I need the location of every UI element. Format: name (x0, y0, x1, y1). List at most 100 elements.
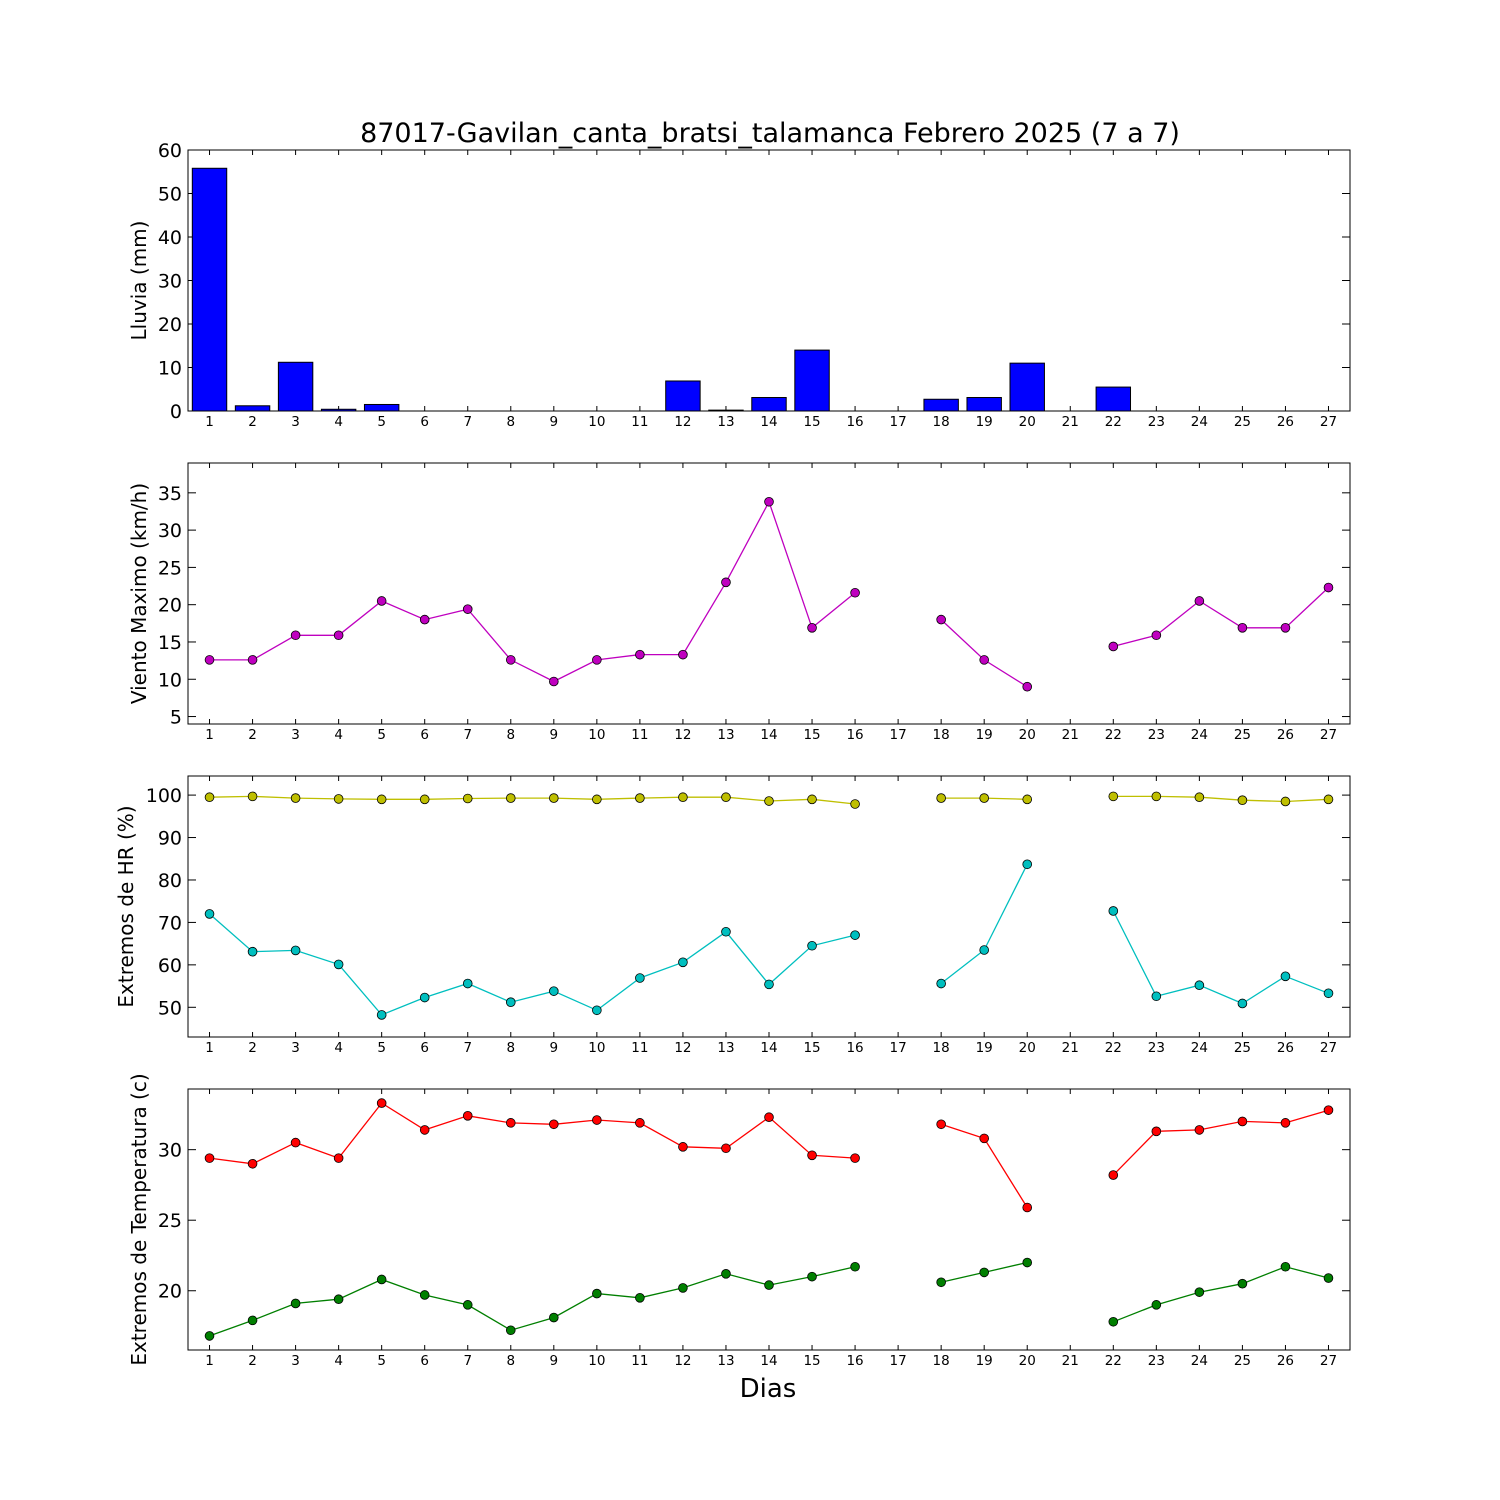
series-1-point-day-9 (549, 793, 559, 803)
series-2-point-day-6 (419, 1290, 430, 1300)
x-tick-label: 8 (506, 1040, 515, 1056)
series-1-point-day-5 (376, 596, 387, 606)
series-1-point-day-11 (635, 1118, 645, 1128)
series-2-point-day-20 (1022, 859, 1033, 870)
series-2-point-day-1 (204, 909, 215, 919)
series-1-point-day-8 (505, 793, 516, 803)
series-2-point-day-11 (635, 973, 645, 983)
series-1-point-day-23 (1151, 791, 1162, 802)
x-tick-label: 24 (1191, 414, 1208, 430)
x-tick-label: 9 (550, 727, 559, 743)
x-tick-label: 14 (760, 1353, 777, 1369)
series-1-point-day-14 (764, 796, 774, 806)
y-tick-label: 10 (158, 669, 182, 691)
y-tick-label: 90 (158, 828, 182, 850)
x-tick-label: 20 (1019, 727, 1036, 743)
series-1-point-day-5 (376, 794, 387, 805)
rain-bar-day-22 (1095, 386, 1132, 412)
series-2-point-day-27 (1323, 988, 1334, 999)
series-1-point-day-19 (979, 655, 989, 665)
series-2-point-day-18 (936, 1277, 946, 1288)
x-tick-label: 7 (463, 414, 472, 430)
y-axis-label: Viento Maximo (km/h) (127, 483, 151, 704)
series-2-point-day-6 (419, 992, 430, 1003)
series-1-point-day-13 (721, 577, 731, 588)
x-tick-label: 6 (420, 1353, 429, 1369)
series-1-point-day-9 (549, 676, 559, 687)
rain-bar-day-18 (923, 398, 959, 412)
x-tick-label: 24 (1191, 1353, 1208, 1369)
series-2-point-day-2 (247, 946, 258, 957)
series-2-point-day-25 (1237, 1278, 1248, 1289)
x-tick-label: 26 (1277, 1353, 1294, 1369)
x-tick-label: 23 (1148, 414, 1165, 430)
y-tick-label: 20 (158, 1281, 182, 1303)
x-tick-label: 1 (205, 414, 214, 430)
rain-bar-day-14 (751, 397, 787, 412)
series-1-point-day-10 (592, 655, 602, 665)
series-1-point-day-15 (807, 623, 817, 633)
x-tick-label: 11 (631, 727, 648, 743)
x-tick-label: 13 (717, 1353, 734, 1369)
x-tick-label: 1 (205, 1040, 214, 1056)
series-2-line-segment-1 (209, 1266, 856, 1337)
x-tick-label: 19 (976, 414, 993, 430)
series-1-point-day-22 (1108, 1170, 1119, 1180)
x-tick-label: 22 (1105, 1040, 1122, 1056)
series-2-point-day-5 (376, 1010, 387, 1020)
x-tick-label: 6 (420, 1040, 429, 1056)
series-1-point-day-5 (376, 1098, 387, 1108)
series-2-line-segment-3 (1113, 1266, 1329, 1323)
rain-bar-day-20 (1009, 362, 1045, 412)
series-2-point-day-11 (635, 1293, 645, 1303)
series-1-point-day-4 (333, 630, 344, 641)
series-1-point-day-14 (764, 1112, 774, 1123)
series-1-point-day-4 (333, 1153, 344, 1163)
series-2-point-day-24 (1194, 980, 1205, 991)
x-tick-label: 14 (760, 1040, 777, 1056)
series-1-point-day-10 (592, 794, 602, 805)
series-2-line-segment-1 (209, 913, 856, 1016)
series-2-point-day-4 (333, 959, 344, 970)
series-1-line-segment-1 (209, 500, 856, 683)
x-tick-label: 24 (1191, 1040, 1208, 1056)
x-tick-label: 21 (1062, 1040, 1079, 1056)
y-tick-label: 60 (158, 140, 182, 162)
series-1-point-day-18 (936, 1119, 946, 1130)
series-2-point-day-3 (290, 945, 301, 956)
y-tick-label: 25 (158, 557, 182, 579)
series-2-point-day-2 (247, 1315, 258, 1326)
x-tick-label: 27 (1320, 1040, 1337, 1056)
x-tick-label: 7 (463, 1353, 472, 1369)
x-tick-label: 15 (803, 1040, 820, 1056)
x-tick-label: 25 (1234, 1353, 1251, 1369)
y-axis-label: Lluvia (mm) (127, 221, 151, 341)
series-1-point-day-20 (1022, 1202, 1033, 1213)
y-tick-label: 5 (170, 707, 182, 729)
series-2-point-day-15 (807, 1271, 817, 1282)
series-1-point-day-1 (204, 655, 215, 665)
series-2-line-segment-3 (1112, 910, 1329, 1005)
series-2-point-day-27 (1323, 1273, 1334, 1283)
x-tick-label: 18 (933, 414, 950, 430)
series-1-point-day-27 (1323, 582, 1334, 593)
series-2-point-day-15 (807, 940, 817, 951)
y-tick-label: 50 (158, 997, 182, 1019)
series-1-point-day-27 (1323, 1105, 1334, 1115)
x-tick-label: 6 (420, 414, 429, 430)
series-1-point-day-1 (204, 1153, 215, 1163)
series-1-point-day-7 (462, 793, 473, 804)
x-tick-label: 21 (1062, 1353, 1079, 1369)
series-2-point-day-13 (721, 926, 731, 937)
series-1-point-day-18 (936, 793, 946, 803)
series-2-point-day-23 (1151, 1300, 1162, 1310)
series-1-point-day-20 (1022, 681, 1033, 692)
series-1-point-day-26 (1280, 796, 1291, 807)
x-tick-label: 3 (291, 414, 300, 430)
x-tick-label: 21 (1062, 727, 1079, 743)
x-axis-label: Dias (740, 1374, 797, 1404)
series-1-point-day-19 (979, 1133, 989, 1144)
x-tick-label: 15 (803, 727, 820, 743)
series-1-point-day-12 (678, 1142, 688, 1152)
